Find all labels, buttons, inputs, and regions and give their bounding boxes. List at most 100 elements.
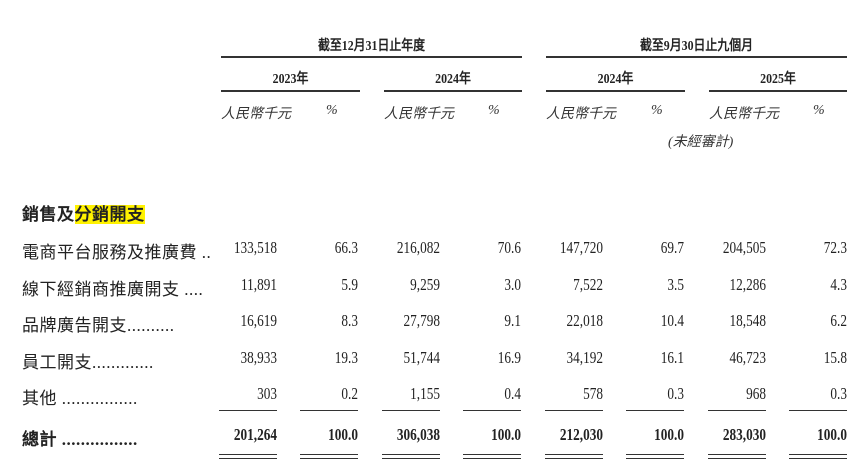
group-header-nine-months: 截至9月30日止九個月 [639, 39, 754, 54]
percent-cell: 15.8 [823, 348, 847, 367]
divider [221, 90, 360, 92]
amount-cell: 7,522 [573, 275, 603, 294]
total-amount-cell: 212,030 [559, 425, 603, 444]
percent-cell: 5.9 [341, 275, 358, 294]
row-label: 線下經銷商推廣開支 .... [22, 280, 204, 299]
unit-label: 人民幣千元 [709, 107, 779, 122]
percent-cell: 66.3 [334, 238, 358, 257]
subtotal-rule [463, 410, 521, 411]
percent-cell: 3.5 [667, 275, 684, 294]
percent-cell: 19.3 [334, 348, 358, 367]
subtotal-rule [789, 410, 847, 411]
double-rule [545, 458, 603, 459]
total-percent-cell: 100.0 [817, 425, 847, 444]
total-percent-cell: 100.0 [491, 425, 521, 444]
unit-label: 人民幣千元 [546, 107, 616, 122]
percent-cell: 3.0 [504, 275, 521, 294]
percent-label: % [488, 103, 500, 118]
percent-cell: 16.1 [660, 348, 684, 367]
double-rule [382, 458, 440, 459]
double-rule [463, 458, 521, 459]
percent-cell: 0.4 [504, 384, 521, 403]
double-rule [463, 454, 521, 455]
subtotal-rule [219, 410, 277, 411]
double-rule [300, 458, 358, 459]
divider [221, 56, 522, 58]
percent-cell: 70.6 [497, 238, 521, 257]
row-label: 員工開支............. [22, 353, 154, 372]
double-rule [789, 454, 847, 455]
row-label: 其他 ................ [22, 389, 138, 408]
amount-cell: 51,744 [403, 348, 440, 367]
divider [546, 90, 685, 92]
year-header: 2024年 [597, 72, 634, 87]
total-amount-cell: 306,038 [396, 425, 440, 444]
divider [384, 90, 522, 92]
unit-label: 人民幣千元 [221, 107, 291, 122]
divider [546, 56, 847, 58]
subtotal-rule [708, 410, 766, 411]
amount-cell: 216,082 [396, 238, 440, 257]
amount-cell: 18,548 [729, 311, 766, 330]
subtotal-rule [626, 410, 684, 411]
subtotal-rule [545, 410, 603, 411]
double-rule [545, 454, 603, 455]
amount-cell: 11,891 [241, 275, 277, 294]
percent-label: % [326, 103, 338, 118]
divider [709, 90, 847, 92]
percent-cell: 72.3 [823, 238, 847, 257]
amount-cell: 133,518 [233, 238, 277, 257]
double-rule [626, 458, 684, 459]
subtotal-rule [382, 410, 440, 411]
total-percent-cell: 100.0 [328, 425, 358, 444]
year-header: 2025年 [760, 72, 796, 87]
percent-label: % [651, 103, 663, 118]
total-label: 總計 ................ [22, 430, 138, 449]
amount-cell: 303 [257, 384, 277, 403]
percent-cell: 9.1 [504, 311, 521, 330]
amount-cell: 204,505 [722, 238, 766, 257]
amount-cell: 16,619 [240, 311, 277, 330]
amount-cell: 147,720 [559, 238, 603, 257]
amount-cell: 27,798 [403, 311, 440, 330]
double-rule [382, 454, 440, 455]
amount-cell: 1,155 [410, 384, 440, 403]
total-percent-cell: 100.0 [654, 425, 684, 444]
section-title-plain: 銷售及 [22, 205, 75, 224]
double-rule [789, 458, 847, 459]
double-rule [708, 454, 766, 455]
percent-label: % [813, 103, 825, 118]
double-rule [219, 454, 277, 455]
percent-cell: 6.2 [830, 311, 847, 330]
percent-cell: 69.7 [660, 238, 684, 257]
subtotal-rule [300, 410, 358, 411]
unit-label: 人民幣千元 [384, 107, 454, 122]
row-label: 電商平台服務及推廣費 .. [22, 243, 212, 262]
amount-cell: 22,018 [566, 311, 603, 330]
amount-cell: 34,192 [566, 348, 603, 367]
percent-cell: 0.3 [667, 384, 684, 403]
amount-cell: 9,259 [410, 275, 440, 294]
amount-cell: 46,723 [729, 348, 766, 367]
year-header: 2024年 [435, 72, 471, 87]
double-rule [300, 454, 358, 455]
percent-cell: 4.3 [830, 275, 847, 294]
total-amount-cell: 283,030 [722, 425, 766, 444]
double-rule [219, 458, 277, 459]
year-header: 2023年 [272, 72, 309, 87]
percent-cell: 16.9 [497, 348, 521, 367]
total-amount-cell: 201,264 [233, 425, 277, 444]
amount-cell: 12,286 [729, 275, 766, 294]
percent-cell: 0.2 [341, 384, 358, 403]
amount-cell: 578 [583, 384, 603, 403]
amount-cell: 968 [746, 384, 766, 403]
row-label: 品牌廣告開支.......... [22, 316, 175, 335]
percent-cell: 0.3 [830, 384, 847, 403]
group-header-full-year: 截至12月31日止年度 [317, 39, 426, 54]
double-rule [626, 454, 684, 455]
amount-cell: 38,933 [240, 348, 277, 367]
unaudited-note: (未經審計) [668, 135, 734, 150]
double-rule [708, 458, 766, 459]
percent-cell: 8.3 [341, 311, 358, 330]
section-title-highlight: 分銷開支 [74, 205, 145, 224]
